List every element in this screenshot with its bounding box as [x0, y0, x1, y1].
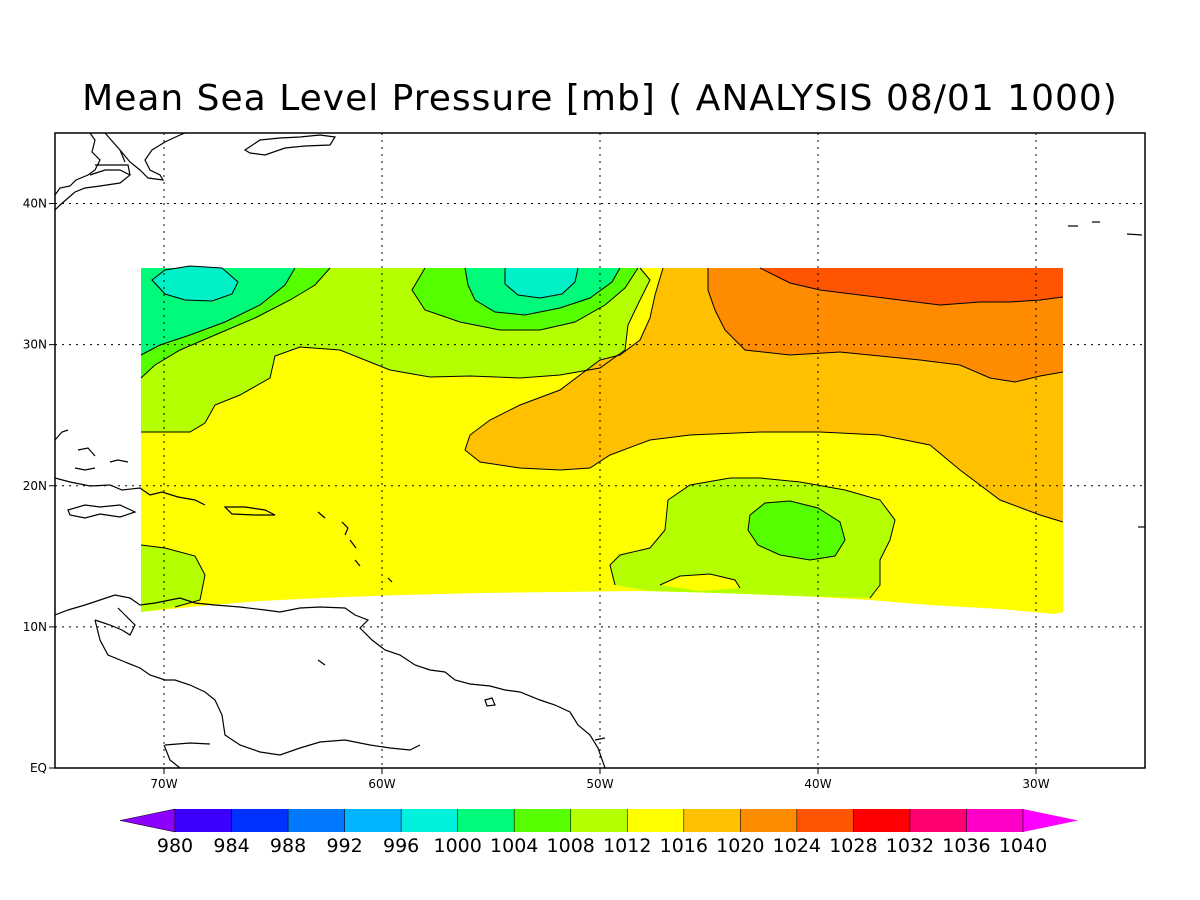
colorbar-label: 1012 — [603, 835, 651, 857]
colorbar-label: 1020 — [716, 835, 764, 857]
axis-ticks: 70W 60W 50W 40W 30W EQ 10N 20N 30N 40N — [23, 197, 1050, 791]
x-tick-label: 70W — [150, 777, 177, 791]
x-tick-label: 30W — [1022, 777, 1049, 791]
colorbar-swatch — [514, 809, 571, 832]
colorbar-label: 1032 — [886, 835, 934, 857]
colorbar-label: 988 — [270, 835, 306, 857]
x-tick-label: 50W — [586, 777, 613, 791]
colorbar-swatch — [683, 809, 741, 832]
colorbar-label: 984 — [213, 835, 249, 857]
colorbar-label: 1008 — [547, 835, 595, 857]
colorbar-label: 1004 — [490, 835, 538, 857]
colorbar-swatch — [796, 809, 854, 832]
colorbar-label: 1040 — [999, 835, 1047, 857]
pressure-region-1012-southwest — [141, 545, 205, 612]
colorbar-label: 996 — [383, 835, 419, 857]
colorbar-swatch — [457, 809, 515, 832]
pressure-region-1000-west-low — [152, 266, 238, 301]
colorbar-swatch — [570, 809, 628, 832]
x-tick-label: 40W — [804, 777, 831, 791]
x-tick-label: 60W — [368, 777, 395, 791]
y-tick-label: 40N — [23, 197, 47, 211]
y-tick-label: 20N — [23, 479, 47, 493]
colorbar-swatch — [740, 809, 797, 832]
grid-lines — [55, 133, 1145, 768]
colorbar-swatch — [231, 809, 289, 832]
colorbar-swatch — [627, 809, 684, 832]
y-tick-label: 10N — [23, 620, 47, 634]
y-tick-label: EQ — [30, 761, 47, 775]
colorbar-label: 992 — [326, 835, 362, 857]
pressure-region-1012-south-central — [610, 478, 895, 598]
pressure-field — [55, 133, 1145, 768]
colorbar-swatch — [288, 809, 345, 832]
colorbar-swatch — [344, 809, 402, 832]
colorbar-swatch — [909, 809, 967, 832]
colorbar: 980 984 988 992 996 1000 1004 1008 1012 1016 1020 1… — [119, 808, 1078, 857]
pressure-region-1008-south-low — [748, 501, 845, 560]
colorbar-swatch — [175, 809, 232, 832]
colorbar-low-triangle — [119, 808, 176, 833]
colorbar-label: 1028 — [829, 835, 877, 857]
colorbar-label: 1000 — [433, 835, 481, 857]
coastlines — [55, 133, 1145, 768]
colorbar-label: 1016 — [660, 835, 708, 857]
pressure-region-1000-north-low — [505, 268, 578, 298]
colorbar-label: 980 — [157, 835, 193, 857]
pressure-region-1028 — [760, 268, 1063, 305]
y-tick-label: 30N — [23, 338, 47, 352]
colorbar-label: 1036 — [942, 835, 990, 857]
colorbar-swatch — [966, 809, 1023, 832]
map-title: Mean Sea Level Pressure [mb] ( ANALYSIS … — [82, 78, 1118, 119]
colorbar-swatch — [853, 809, 910, 832]
colorbar-high-triangle — [1023, 809, 1078, 832]
pressure-region-1016-bump — [660, 574, 740, 591]
colorbar-label: 1024 — [773, 835, 821, 857]
colorbar-swatch — [401, 809, 458, 832]
